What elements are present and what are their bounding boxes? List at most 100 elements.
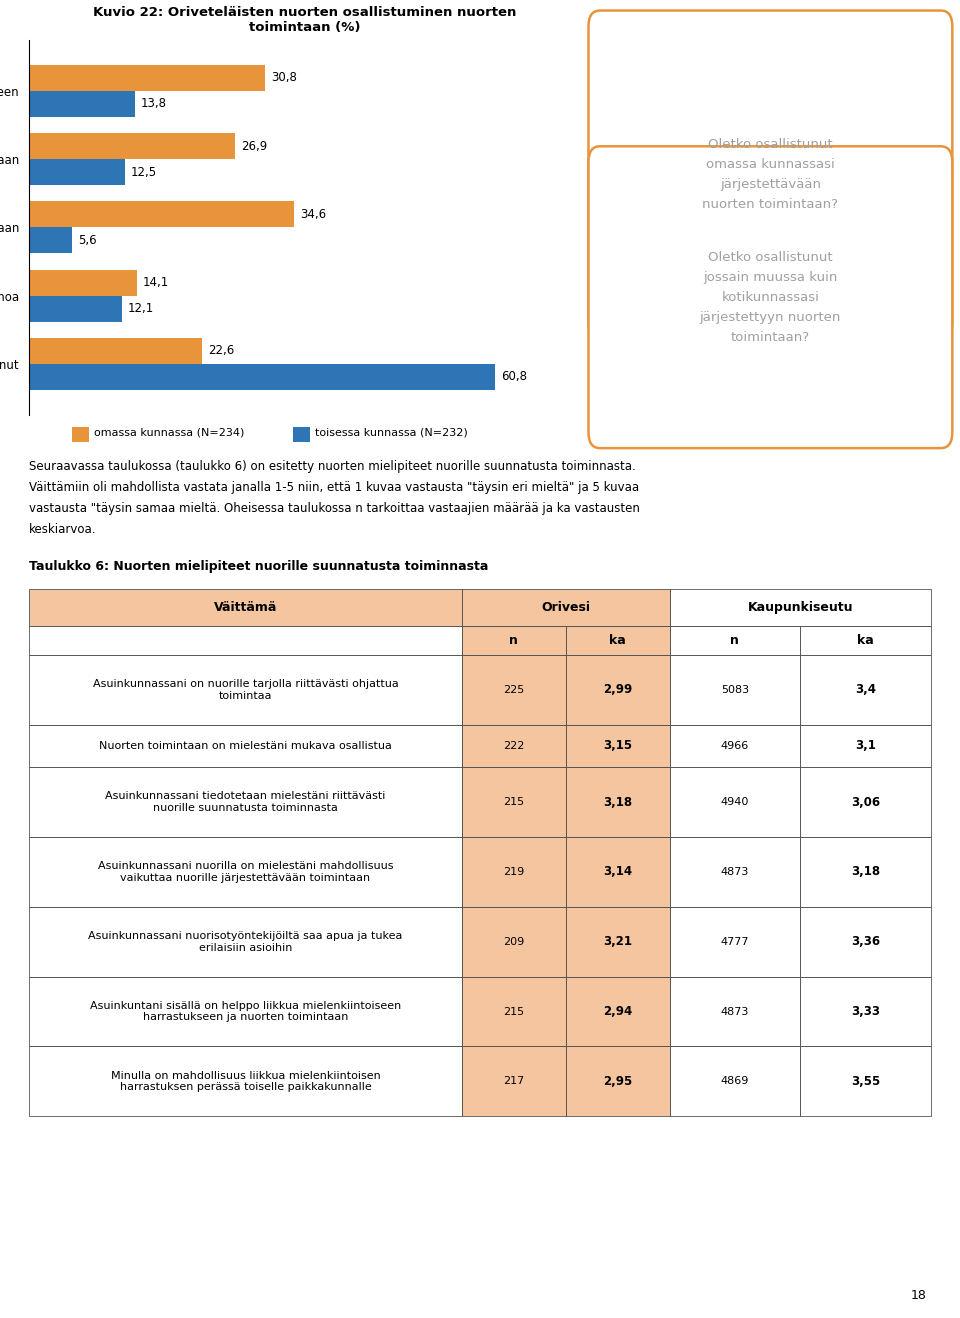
- Bar: [801, 907, 931, 977]
- Bar: [669, 1046, 801, 1116]
- Bar: [565, 907, 669, 977]
- Bar: [462, 626, 565, 655]
- Bar: [462, 837, 565, 907]
- Bar: [462, 977, 565, 1046]
- Bar: [29, 133, 235, 159]
- Text: Kaupunkiseutu: Kaupunkiseutu: [748, 601, 853, 614]
- Bar: [29, 65, 265, 91]
- Text: ka: ka: [857, 634, 875, 647]
- Text: Väittämä: Väittämä: [214, 601, 277, 614]
- Bar: [29, 725, 462, 767]
- Text: Minulla on mahdollisuus liikkua mielenkiintoisen
harrastuksen perässä toiselle p: Minulla on mahdollisuus liikkua mielenki…: [110, 1070, 380, 1093]
- Bar: [565, 767, 669, 837]
- Bar: [29, 337, 202, 364]
- Text: Oletko osallistunut
jossain muussa kuin
kotikunnassasi
järjestettyyn nuorten
toi: Oletko osallistunut jossain muussa kuin …: [700, 250, 841, 344]
- Bar: [801, 1046, 931, 1116]
- Bar: [565, 837, 669, 907]
- Bar: [669, 767, 801, 837]
- Bar: [29, 295, 122, 322]
- Bar: [669, 837, 801, 907]
- Text: keskiarvoa.: keskiarvoa.: [29, 523, 96, 536]
- Text: 215: 215: [503, 797, 524, 807]
- Text: 219: 219: [503, 867, 524, 876]
- Text: 217: 217: [503, 1077, 524, 1086]
- Bar: [801, 837, 931, 907]
- Bar: [29, 977, 462, 1046]
- Bar: [29, 202, 294, 227]
- Bar: [29, 626, 462, 655]
- Text: Oletko osallistunut
omassa kunnassasi
järjestettävään
nuorten toimintaan?: Oletko osallistunut omassa kunnassasi jä…: [703, 138, 838, 211]
- Text: Nuorten toimintaan on mielestäni mukava osallistua: Nuorten toimintaan on mielestäni mukava …: [99, 741, 392, 751]
- Bar: [565, 977, 669, 1046]
- Text: 4869: 4869: [721, 1077, 749, 1086]
- Bar: [801, 725, 931, 767]
- Bar: [462, 655, 565, 725]
- Text: 30,8: 30,8: [271, 71, 297, 84]
- Text: 3,15: 3,15: [603, 739, 633, 753]
- Text: 14,1: 14,1: [143, 277, 169, 289]
- Text: 4873: 4873: [721, 867, 749, 876]
- Bar: [462, 977, 565, 1046]
- Text: 18: 18: [910, 1289, 926, 1302]
- Bar: [29, 589, 462, 626]
- FancyBboxPatch shape: [588, 11, 952, 339]
- Text: ka: ka: [610, 634, 626, 647]
- Bar: [565, 725, 669, 767]
- Bar: [565, 626, 669, 655]
- Bar: [565, 837, 669, 907]
- Text: 209: 209: [503, 937, 524, 946]
- Text: 22,6: 22,6: [208, 344, 234, 357]
- Bar: [29, 364, 495, 390]
- Text: 4966: 4966: [721, 741, 749, 751]
- Text: Seuraavassa taulukossa (taulukko 6) on esitetty nuorten mielipiteet nuorille suu: Seuraavassa taulukossa (taulukko 6) on e…: [29, 460, 636, 473]
- Text: Taulukko 6: Nuorten mielipiteet nuorille suunnatusta toiminnasta: Taulukko 6: Nuorten mielipiteet nuorille…: [29, 560, 489, 573]
- Text: 4873: 4873: [721, 1007, 749, 1016]
- Bar: [565, 907, 669, 977]
- Bar: [669, 977, 801, 1046]
- Bar: [669, 655, 801, 725]
- Bar: [29, 1046, 462, 1116]
- Bar: [565, 767, 669, 837]
- Text: 3,18: 3,18: [603, 796, 633, 808]
- Text: 60,8: 60,8: [501, 370, 527, 384]
- Bar: [801, 655, 931, 725]
- Bar: [565, 626, 669, 655]
- Text: 26,9: 26,9: [241, 140, 268, 153]
- Bar: [462, 589, 669, 626]
- Bar: [462, 1046, 565, 1116]
- Text: Orivesi: Orivesi: [541, 601, 590, 614]
- Bar: [29, 91, 134, 117]
- Text: 222: 222: [503, 741, 524, 751]
- Bar: [462, 837, 565, 907]
- Text: Asuinkuntani sisällä on helppo liikkua mielenkiintoiseen
harrastukseen ja nuorte: Asuinkuntani sisällä on helppo liikkua m…: [89, 1000, 401, 1023]
- Bar: [462, 907, 565, 977]
- FancyBboxPatch shape: [588, 146, 952, 448]
- Text: Asuinkunnassani nuorisotyöntekijöiltä saa apua ja tukea
erilaisiin asioihin: Asuinkunnassani nuorisotyöntekijöiltä sa…: [88, 931, 402, 953]
- Text: 12,5: 12,5: [131, 166, 156, 178]
- Bar: [462, 907, 565, 977]
- Text: toisessa kunnassa (N=232): toisessa kunnassa (N=232): [315, 427, 468, 438]
- Bar: [801, 767, 931, 837]
- Text: 225: 225: [503, 685, 524, 695]
- Text: 3,55: 3,55: [852, 1075, 880, 1087]
- Text: Väittämiin oli mahdollista vastata janalla 1-5 niin, että 1 kuvaa vastausta "täy: Väittämiin oli mahdollista vastata janal…: [29, 481, 639, 494]
- Bar: [462, 725, 565, 767]
- Text: n: n: [731, 634, 739, 647]
- Bar: [29, 159, 125, 185]
- Bar: [462, 589, 669, 626]
- Text: 34,6: 34,6: [300, 208, 326, 221]
- Text: 4777: 4777: [721, 937, 749, 946]
- Bar: [29, 655, 462, 725]
- Text: 2,94: 2,94: [603, 1006, 633, 1017]
- Bar: [29, 907, 462, 977]
- Text: 215: 215: [503, 1007, 524, 1016]
- Bar: [29, 589, 462, 626]
- Text: omassa kunnassa (N=234): omassa kunnassa (N=234): [94, 427, 245, 438]
- Text: 3,4: 3,4: [855, 684, 876, 696]
- Text: 2,99: 2,99: [603, 684, 633, 696]
- Bar: [462, 626, 565, 655]
- Bar: [462, 655, 565, 725]
- Bar: [462, 1046, 565, 1116]
- Bar: [29, 227, 72, 253]
- Title: Kuvio 22: Oriveteläisten nuorten osallistuminen nuorten
toimintaan (%): Kuvio 22: Oriveteläisten nuorten osallis…: [93, 7, 516, 34]
